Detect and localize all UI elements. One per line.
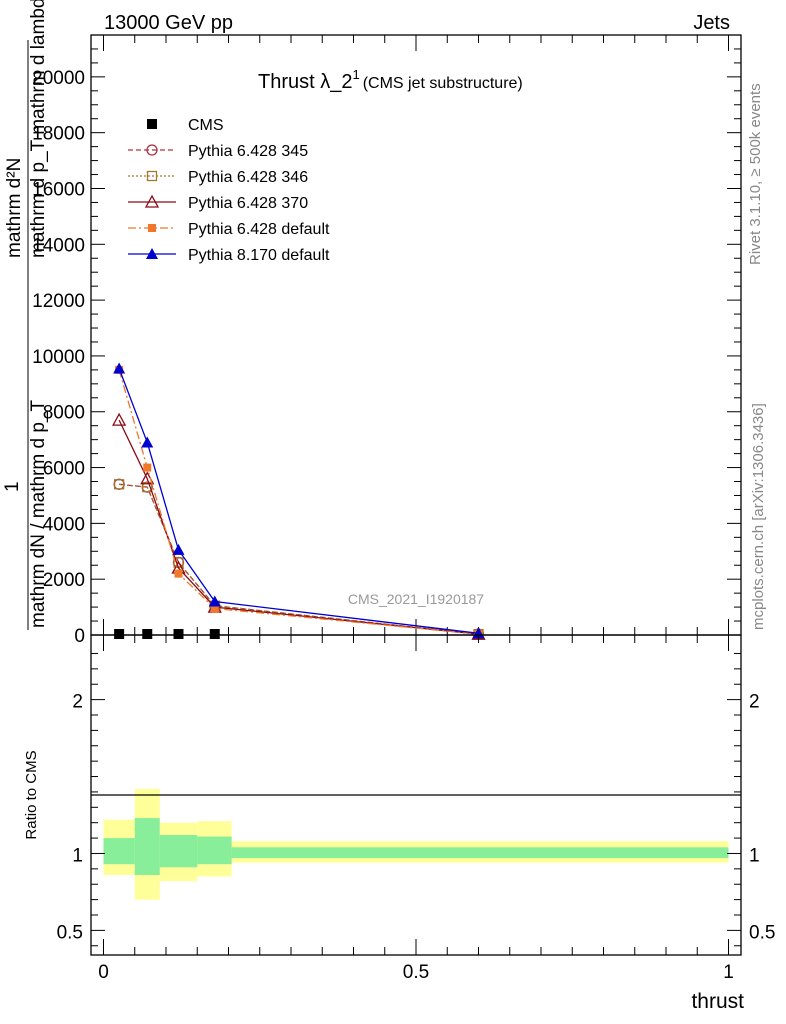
y-tick-label: 2000	[43, 570, 85, 591]
title-sub: (CMS jet substructure)	[363, 75, 523, 92]
main-y-ticks: 0 2000 4000 6000 8000 10000 12000 14000 16000 180…	[32, 48, 741, 647]
ratio-band-green	[231, 847, 729, 859]
ratio-y-ticks: 0.5 0.5 1 1 2 2	[57, 652, 775, 947]
ratio-x-ticks: 0 0.5 1	[98, 635, 734, 983]
series-cms	[114, 629, 484, 639]
legend-marker-p345	[146, 144, 158, 156]
data-point-p8def	[172, 543, 185, 555]
data-point-p8def	[141, 436, 154, 448]
y-tick-label: 8000	[43, 403, 85, 424]
series-line-p370	[118, 419, 479, 635]
data-point-p370	[112, 412, 127, 426]
data-point-p346	[113, 479, 125, 490]
legend-label-p6def: Pythia 6.428 default	[188, 221, 330, 238]
data-point-p346	[142, 481, 153, 493]
ratio-y-tick-label-right: 1	[749, 845, 760, 866]
legend-label-p8def: Pythia 8.170 default	[188, 247, 330, 264]
y-tick-label: 12000	[32, 291, 85, 312]
ratio-band-green	[159, 835, 198, 868]
legend-marker-cms	[147, 119, 157, 129]
x-tick-label: 1	[723, 962, 734, 983]
x-tick-label: 0.5	[403, 962, 429, 983]
category-label: Jets	[693, 12, 730, 34]
plot-title: Thrust λ_21 (CMS jet substructure)	[258, 67, 523, 93]
legend-label-p370: Pythia 6.428 370	[188, 195, 308, 212]
series-line-p345	[119, 483, 479, 635]
ratio-y-tick-label: 2	[72, 692, 83, 713]
y-tick-label: 18000	[32, 124, 85, 145]
y-tick-label: 6000	[43, 459, 85, 480]
ratio-y-tick-label: 1	[72, 845, 83, 866]
legend-entry-p345: Pythia 6.428 345	[128, 143, 308, 160]
ylabel-numerator: mathrm d²N	[4, 158, 25, 258]
data-point-p8def	[113, 362, 126, 374]
main-x-ticks	[103, 35, 729, 635]
ratio-y-tick-label-right: 0.5	[749, 922, 775, 943]
data-point-cms	[114, 629, 125, 639]
legend-entry-p8def: Pythia 8.170 default	[128, 247, 330, 264]
legend-label-p346: Pythia 6.428 346	[188, 169, 308, 186]
ratio-band-green	[197, 836, 232, 865]
data-point-p6def	[174, 569, 183, 578]
y-tick-label: 20000	[32, 68, 85, 89]
ratio-bands	[103, 788, 729, 900]
data-point-p6def	[210, 604, 219, 613]
ylabel-denominator: mathrm dN / mathrm d p_T	[28, 400, 49, 628]
title-main: Thrust λ_2	[258, 71, 352, 93]
legend: CMS Pythia 6.428 345 Pythia 6.428 346 Pythi…	[128, 117, 330, 264]
y-tick-label: 0	[74, 626, 85, 647]
legend-entry-p346: Pythia 6.428 346	[128, 169, 308, 186]
legend-entry-p370: Pythia 6.428 370	[128, 194, 308, 212]
legend-marker-p370	[144, 194, 160, 208]
energy-label: 13000 GeV pp	[104, 12, 233, 34]
main-series	[112, 362, 486, 640]
legend-label-cms: CMS	[188, 117, 224, 134]
y-tick-label: 16000	[32, 179, 85, 200]
y-tick-label: 14000	[32, 235, 85, 256]
y-tick-label: 10000	[32, 347, 85, 368]
rivet-label: Rivet 3.1.10, ≥ 500k events	[747, 83, 764, 265]
y-tick-label: 4000	[43, 514, 85, 535]
ratio-y-tick-label: 0.5	[57, 922, 83, 943]
legend-marker-p346	[146, 170, 158, 182]
ratio-ylabel: Ratio to CMS	[23, 750, 40, 839]
data-point-cms	[209, 629, 220, 639]
legend-marker-p6def	[148, 224, 156, 232]
ratio-band-green	[134, 818, 160, 875]
ylabel-one: 1	[2, 481, 23, 492]
mcplots-label: mcplots.cern.ch [arXiv:1306.3436]	[750, 403, 767, 630]
x-axis-label: thrust	[691, 990, 744, 1013]
x-tick-label: 0	[98, 962, 109, 983]
data-point-p6def	[143, 463, 152, 472]
ratio-band-green	[103, 838, 135, 865]
data-point-cms	[173, 629, 184, 639]
title-sup: 1	[352, 67, 359, 82]
ylabel-numerator-line2: mathrm d p_T mathrm d lambda	[28, 0, 49, 258]
data-point-p8def	[208, 595, 221, 607]
analysis-id: CMS_2021_I1920187	[348, 591, 484, 607]
legend-marker-p8def	[146, 248, 158, 259]
main-ylabel: mathrm d²N mathrm d p_T mathrm d lambda …	[2, 0, 49, 630]
legend-entry-cms: CMS	[147, 117, 224, 134]
legend-entry-p6def: Pythia 6.428 default	[128, 221, 330, 238]
ratio-y-tick-label-right: 2	[749, 692, 760, 713]
data-point-cms	[142, 629, 153, 639]
legend-label-p345: Pythia 6.428 345	[188, 143, 308, 160]
